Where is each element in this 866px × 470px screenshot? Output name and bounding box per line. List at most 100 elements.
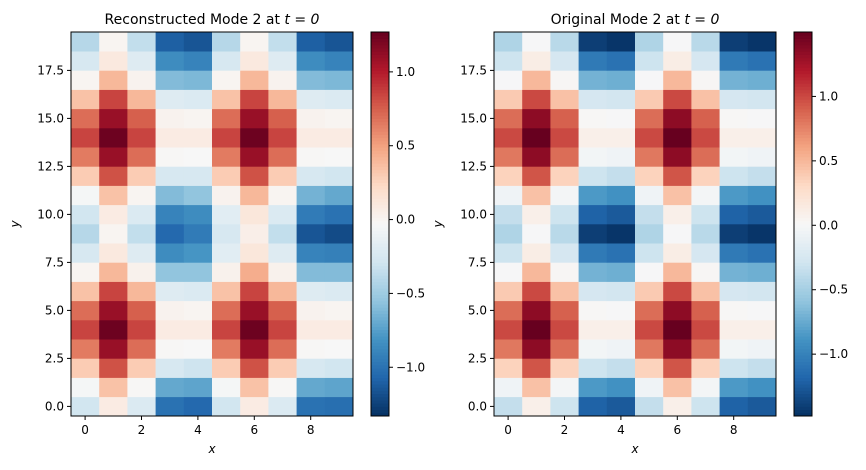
plot-frame [70, 31, 354, 417]
heatmap-cell [240, 128, 269, 148]
colorbar-segment [794, 236, 812, 241]
heatmap-cell [747, 243, 777, 263]
heatmap-cell [719, 300, 749, 321]
heatmap-cell [606, 51, 636, 71]
colorbar-segment [371, 409, 389, 414]
colorbar-segment [794, 204, 812, 209]
heatmap-cell [212, 108, 241, 129]
colorbar-segment [371, 259, 389, 263]
heatmap-cell [268, 281, 297, 302]
heatmap-cell [747, 108, 777, 129]
heatmap-cell [578, 185, 608, 206]
heatmap-cell [635, 185, 664, 206]
colorbar-segment [794, 208, 812, 212]
colorbar-segment [794, 256, 812, 260]
colorbar-segment [371, 60, 389, 65]
heatmap-cell [606, 224, 636, 244]
heatmap-cell [663, 339, 692, 359]
colorbar-segment [371, 355, 389, 359]
heatmap-cell [324, 396, 354, 417]
heatmap-cell [719, 281, 749, 302]
colorbar-segment [794, 304, 812, 308]
colorbar-segment [371, 44, 389, 49]
heatmap-cell [296, 108, 326, 129]
colorbar-segment [371, 76, 389, 81]
y-tick-label: 15.0 [460, 111, 487, 125]
heatmap-cell [635, 204, 664, 225]
heatmap-cell [663, 108, 692, 129]
heatmap-cell [324, 89, 354, 110]
heatmap-cell [324, 339, 354, 359]
colorbar-segment [794, 259, 812, 263]
heatmap-cell [71, 243, 100, 263]
colorbar-segment [794, 278, 812, 283]
colorbar-segment [371, 48, 389, 52]
colorbar-segment [794, 323, 812, 327]
y-axis-label: y [431, 220, 445, 229]
heatmap-cell [550, 358, 579, 378]
heatmap-cell [268, 32, 297, 52]
colorbar-segment [794, 86, 812, 91]
colorbar-segment [794, 179, 812, 183]
colorbar-tick-label: 1.0 [396, 65, 415, 79]
x-tick-label: 2 [138, 423, 146, 437]
y-tick-label: 0.0 [468, 399, 487, 413]
colorbar-segment [371, 396, 389, 401]
heatmap-cell [719, 396, 749, 417]
heatmap-cell [494, 243, 523, 263]
colorbar-segment [371, 102, 389, 107]
colorbar-segment [794, 217, 812, 222]
colorbar-segment [371, 233, 389, 238]
heatmap-cell [71, 204, 100, 225]
heatmap-cell [494, 185, 523, 206]
heatmap-cell [99, 339, 128, 359]
colorbar-segment [794, 361, 812, 366]
colorbar-segment [371, 393, 389, 398]
heatmap-cell [155, 339, 185, 359]
heatmap-cell [183, 89, 213, 110]
colorbar-segment [371, 371, 389, 375]
heatmap-cell [550, 128, 579, 148]
heatmap-cell [268, 185, 297, 206]
heatmap-cell [71, 224, 100, 244]
heatmap-cell [268, 396, 297, 417]
heatmap-cell [212, 147, 241, 167]
colorbar-segment [794, 172, 812, 177]
heatmap-cell [578, 396, 608, 417]
colorbar-segment [794, 128, 812, 132]
colorbar-segment [371, 83, 389, 87]
colorbar-segment [794, 67, 812, 71]
colorbar-segment [371, 153, 389, 158]
heatmap-cell [268, 243, 297, 263]
heatmap-cell [240, 396, 269, 417]
y-tick-label: 17.5 [37, 63, 64, 77]
heatmap-cell [127, 166, 156, 186]
colorbar-segment [371, 156, 389, 161]
heatmap-cell [240, 32, 269, 52]
heatmap-cell [691, 377, 720, 398]
heatmap-cell [99, 204, 128, 225]
heatmap-cell [691, 204, 720, 225]
colorbar-segment [794, 374, 812, 379]
heatmap-cell [578, 300, 608, 321]
colorbar-segment [371, 192, 389, 196]
heatmap-cell [240, 300, 269, 321]
colorbar-segment [371, 313, 389, 318]
heatmap-cell [606, 204, 636, 225]
heatmap-cell [606, 185, 636, 206]
colorbar-tick-label: 0.5 [819, 154, 838, 168]
heatmap-cell [606, 377, 636, 398]
colorbar-segment [794, 115, 812, 119]
colorbar-segment [794, 329, 812, 334]
heatmap-cell [155, 166, 185, 186]
colorbar: −1.0 −0.5 0.0 0.5 1.0 [370, 31, 425, 417]
heatmap-cell [747, 339, 777, 359]
heatmap-cell [578, 281, 608, 302]
heatmap-cell [578, 204, 608, 225]
colorbar-segment [794, 41, 812, 46]
heatmap-cell [578, 147, 608, 167]
heatmap-cell [635, 243, 664, 263]
x-axis-label: x [207, 442, 216, 456]
colorbar-segment [794, 396, 812, 401]
heatmap-cell [99, 89, 128, 110]
